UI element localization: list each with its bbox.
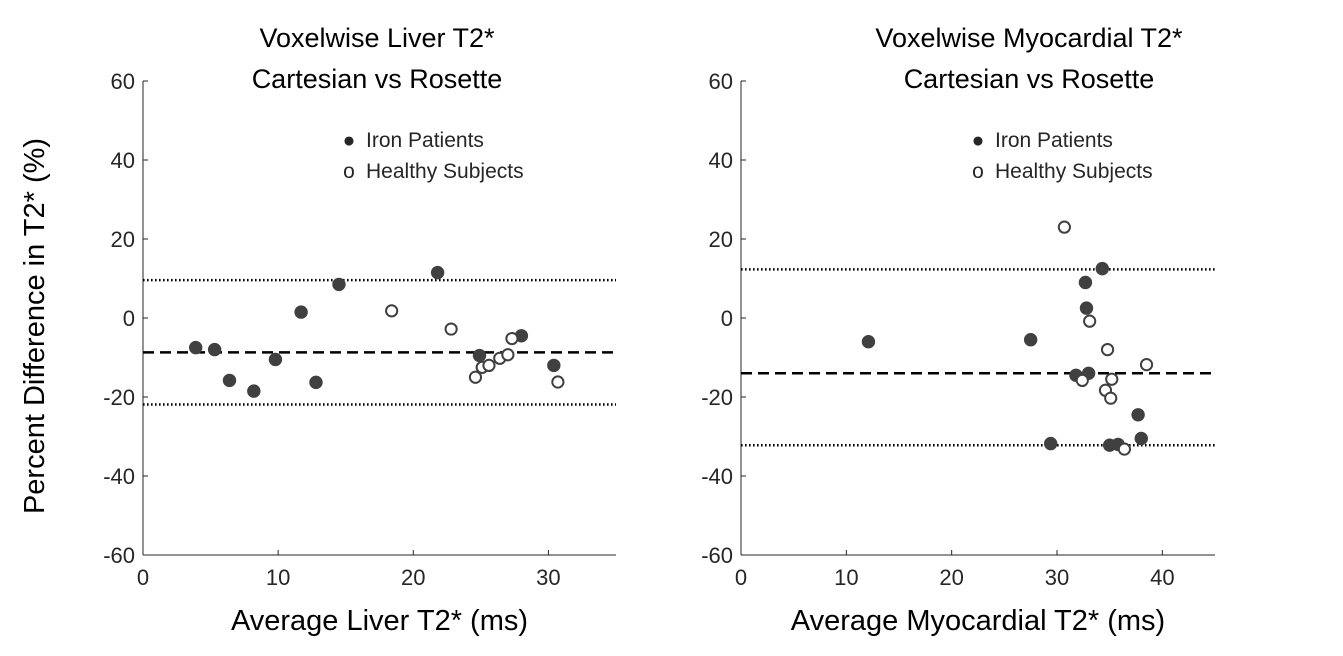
- x-tick-label: 0: [735, 565, 747, 590]
- chart-title-line-1: Voxelwise Liver T2*: [259, 23, 495, 53]
- x-tick-label: 20: [401, 565, 425, 590]
- legend: ● Iron Patients o Healthy Subjects: [972, 129, 1153, 183]
- legend-marker-open: o: [343, 160, 355, 183]
- y-tick-label: -60: [103, 543, 135, 568]
- iron-patient-point: [1079, 301, 1094, 315]
- iron-patient-point: [294, 305, 308, 319]
- x-tick-label: 0: [137, 565, 149, 590]
- iron-patients-series: [861, 261, 1148, 452]
- iron-patient-point: [430, 265, 445, 280]
- healthy-subjects-series: [385, 304, 565, 389]
- chart-title-line-2: Cartesian vs Rosette: [252, 64, 503, 94]
- y-tick-label: -40: [103, 464, 135, 489]
- iron-patient-point: [472, 348, 487, 363]
- healthy-subject-point: [1057, 220, 1071, 234]
- legend-marker-open: o: [972, 160, 984, 183]
- iron-patient-point: [207, 342, 222, 357]
- healthy-subject-point: [1075, 373, 1089, 388]
- healthy-subject-point: [482, 358, 496, 372]
- healthy-subject-point: [1083, 314, 1097, 328]
- iron-patient-point: [1043, 436, 1058, 451]
- iron-patient-point: [247, 384, 261, 398]
- legend-marker-filled: ●: [972, 129, 985, 152]
- healthy-subject-point: [385, 304, 399, 318]
- iron-patient-point: [1095, 261, 1109, 276]
- shared-y-axis-label: Percent Difference in T2* (%): [19, 138, 51, 514]
- x-tick-label: 30: [536, 565, 560, 590]
- y-tick-label: -20: [701, 385, 733, 410]
- x-tick-label: 20: [939, 565, 963, 590]
- iron-patient-point: [861, 335, 876, 349]
- x-tick-label: 10: [266, 565, 290, 590]
- y-tick-label: -20: [103, 385, 135, 410]
- x-axis-label: Average Myocardial T2* (ms): [791, 605, 1165, 637]
- healthy-subjects-series: [1057, 220, 1154, 456]
- y-tick-label: -60: [701, 543, 733, 568]
- healthy-subject-point: [1104, 391, 1118, 405]
- x-tick-label: 10: [834, 565, 858, 590]
- chart-title-line-2: Cartesian vs Rosette: [904, 64, 1155, 94]
- legend-label: Healthy Subjects: [366, 160, 524, 183]
- legend-marker-filled: ●: [343, 129, 356, 152]
- iron-patient-point: [1131, 408, 1145, 422]
- legend-label: Healthy Subjects: [995, 160, 1153, 183]
- iron-patients-series: [189, 265, 561, 398]
- healthy-subject-point: [551, 375, 565, 389]
- healthy-subject-point: [501, 348, 515, 362]
- healthy-subject-point: [1117, 442, 1132, 456]
- x-tick-label: 30: [1045, 565, 1069, 590]
- chart-title-line-1: Voxelwise Myocardial T2*: [875, 23, 1183, 53]
- y-tick-label: -40: [701, 464, 733, 489]
- legend-label: Iron Patients: [995, 129, 1113, 152]
- iron-patient-point: [222, 373, 237, 388]
- iron-patient-point: [1078, 275, 1093, 290]
- iron-patient-point: [189, 340, 203, 355]
- healthy-subject-point: [468, 370, 483, 384]
- y-tick-label: 60: [709, 69, 733, 94]
- iron-patient-point: [1134, 431, 1148, 446]
- x-axis-label: Average Liver T2* (ms): [231, 605, 528, 637]
- healthy-subject-point: [1100, 343, 1115, 357]
- y-tick-label: 40: [111, 148, 135, 173]
- iron-patient-point: [332, 277, 346, 292]
- iron-patient-point: [268, 352, 283, 367]
- iron-patient-point: [309, 375, 323, 390]
- legend-label: Iron Patients: [366, 129, 484, 152]
- healthy-subject-point: [444, 322, 458, 336]
- iron-patient-point: [547, 358, 561, 373]
- x-tick-label: 40: [1150, 565, 1174, 590]
- healthy-subject-point: [1105, 372, 1119, 386]
- legend: ● Iron Patients o Healthy Subjects: [343, 129, 524, 183]
- healthy-subject-point: [505, 331, 519, 346]
- y-tick-label: 40: [709, 148, 733, 173]
- y-tick-label: 20: [709, 227, 733, 252]
- healthy-subject-point: [1139, 358, 1154, 372]
- y-tick-label: 20: [111, 227, 135, 252]
- y-tick-label: 60: [111, 69, 135, 94]
- y-tick-label: 0: [721, 306, 733, 331]
- y-tick-label: 0: [123, 306, 135, 331]
- iron-patient-point: [1023, 333, 1038, 347]
